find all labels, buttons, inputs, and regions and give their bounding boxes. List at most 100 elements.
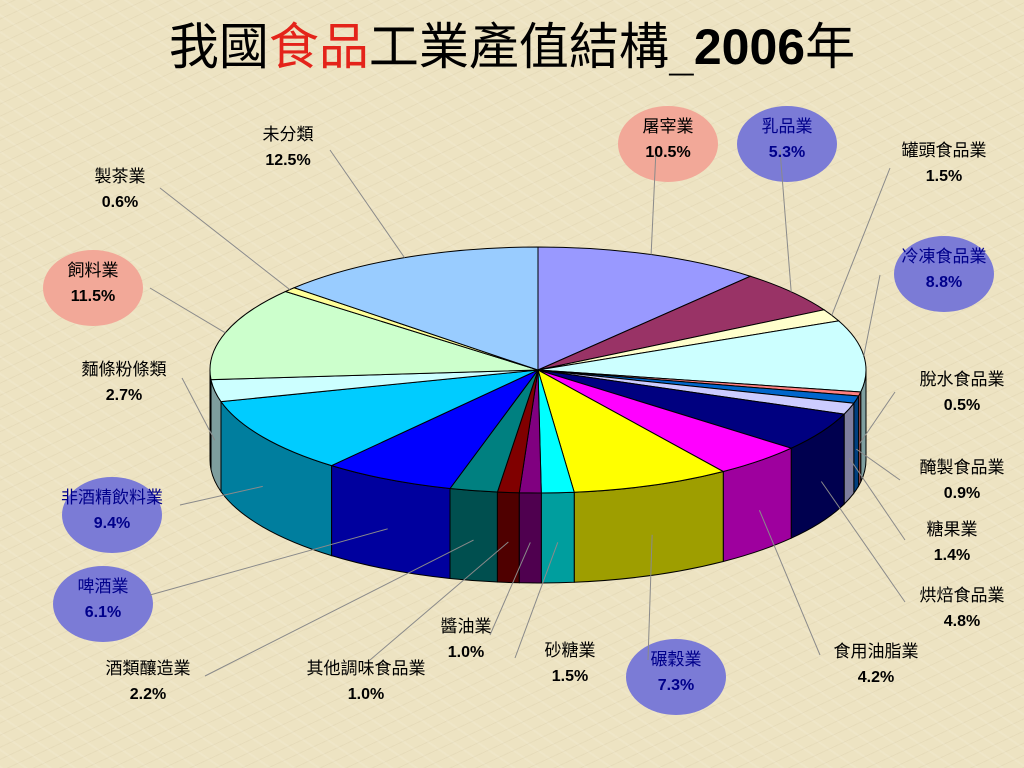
label-bubble-1 xyxy=(618,106,718,182)
slice-name-label: 未分類 xyxy=(263,125,314,145)
slice-label-4: 冷凍食品業 8.8% xyxy=(902,247,987,291)
pie-sides xyxy=(209,369,867,584)
slice-label-13: 其他調味食品業 1.0% xyxy=(307,659,426,703)
slice-label-3: 罐頭食品業 1.5% xyxy=(902,141,987,185)
leader-line-7 xyxy=(848,457,906,541)
slice-labels: 屠宰業 10.5% 乳品業 5.3% 罐頭食品業 1.5% 冷凍食品業 8.8% 脫水食品業 0.… xyxy=(61,117,1005,703)
leader-line-11 xyxy=(514,542,559,659)
slice-side-14 xyxy=(449,487,498,583)
leader-line-2 xyxy=(779,149,792,292)
leader-line-14 xyxy=(204,539,474,677)
slice-15 xyxy=(330,369,539,490)
slice-label-5: 脫水食品業 0.5% xyxy=(920,370,1005,414)
slice-name-label: 罐頭食品業 xyxy=(902,141,987,161)
label-bubble-4 xyxy=(894,236,994,312)
slice-name-label: 碾穀業 xyxy=(651,650,702,670)
slice-label-18: 飼料業 11.5% xyxy=(68,261,119,305)
slice-value-label: 5.3% xyxy=(769,144,805,161)
title-part2: 工業產值結構_ xyxy=(368,18,694,76)
slice-name-label: 乳品業 xyxy=(762,117,813,137)
title-highlight: 食品 xyxy=(268,18,369,76)
slice-side-12 xyxy=(518,492,542,584)
slice-value-label: 4.8% xyxy=(944,613,980,630)
slice-label-15: 啤酒業 6.1% xyxy=(78,577,129,621)
slice-side-13 xyxy=(496,491,520,584)
slice-value-label: 1.4% xyxy=(934,547,970,564)
label-bubbles xyxy=(43,106,994,715)
slice-value-label: 2.7% xyxy=(106,387,142,404)
slice-name-label: 啤酒業 xyxy=(78,577,129,597)
slice-name-label: 非酒精飲料業 xyxy=(61,488,163,508)
slice-4 xyxy=(537,320,867,393)
label-bubble-16 xyxy=(62,477,162,553)
leader-line-6 xyxy=(856,448,901,481)
slice-label-8: 烘焙食品業 4.8% xyxy=(920,586,1005,630)
slice-label-19: 製茶業 0.6% xyxy=(95,167,146,211)
slice-side-11 xyxy=(540,491,575,584)
slice-label-7: 糖果業 1.4% xyxy=(927,520,978,564)
leader-line-1 xyxy=(650,149,657,255)
slice-label-11: 砂糖業 1.5% xyxy=(545,641,596,685)
slice-name-label: 冷凍食品業 xyxy=(902,247,987,267)
slice-value-label: 1.5% xyxy=(926,168,962,185)
leader-line-12 xyxy=(489,542,531,636)
label-bubble-18 xyxy=(43,250,143,326)
slice-name-label: 屠宰業 xyxy=(643,117,694,137)
slice-name-label: 糖果業 xyxy=(927,520,978,540)
slice-name-label: 製茶業 xyxy=(95,167,146,187)
leader-line-16 xyxy=(179,485,263,506)
slice-value-label: 12.5% xyxy=(265,152,310,169)
slice-name-label: 醬油業 xyxy=(441,617,492,637)
leader-line-4 xyxy=(863,274,881,356)
slice-name-label: 醃製食品業 xyxy=(920,458,1005,478)
slice-name-label: 食用油脂業 xyxy=(834,642,919,662)
slice-label-6: 醃製食品業 0.9% xyxy=(920,458,1005,502)
leader-line-13 xyxy=(369,541,509,661)
slice-label-16: 非酒精飲料業 9.4% xyxy=(61,488,163,532)
slice-label-2: 乳品業 5.3% xyxy=(762,117,813,161)
slice-label-17: 麵條粉條類 2.7% xyxy=(82,360,167,404)
slice-name-label: 砂糖業 xyxy=(545,641,596,661)
slice-side-6 xyxy=(853,394,860,495)
slice-side-7 xyxy=(843,401,855,506)
leader-line-18 xyxy=(149,287,226,334)
slice-name-label: 烘焙食品業 xyxy=(920,586,1005,606)
slice-value-label: 1.0% xyxy=(348,686,384,703)
slice-20 xyxy=(292,246,539,371)
slice-value-label: 7.3% xyxy=(658,677,694,694)
leader-line-19 xyxy=(159,187,291,290)
leader-line-8 xyxy=(820,481,906,603)
leader-line-17 xyxy=(181,377,216,441)
slice-value-label: 9.4% xyxy=(94,515,130,532)
leader-line-20 xyxy=(329,149,405,258)
slice-name-label: 麵條粉條類 xyxy=(82,360,167,380)
slice-label-14: 酒類釀造業 2.2% xyxy=(106,658,191,703)
slice-value-label: 4.2% xyxy=(858,669,894,686)
slice-name-label: 脫水食品業 xyxy=(920,370,1005,390)
slice-18 xyxy=(209,290,539,381)
title-year: 2006 xyxy=(693,19,806,75)
slice-label-20: 未分類 12.5% xyxy=(263,125,314,169)
slice-label-9: 食用油脂業 4.2% xyxy=(834,642,919,686)
leader-line-10 xyxy=(647,534,653,661)
slice-value-label: 2.2% xyxy=(130,686,166,703)
label-bubble-10 xyxy=(626,639,726,715)
slice-value-label: 11.5% xyxy=(71,288,115,305)
slice-name-label: 飼料業 xyxy=(68,261,119,281)
slice-value-label: 10.5% xyxy=(645,144,690,161)
leader-lines xyxy=(149,149,906,677)
slice-10 xyxy=(537,368,725,493)
slice-value-label: 0.9% xyxy=(944,485,980,502)
slice-name-label: 其他調味食品業 xyxy=(307,659,426,679)
leader-line-5 xyxy=(859,391,896,444)
slice-value-label: 0.6% xyxy=(102,194,138,211)
pie-slices xyxy=(209,246,867,494)
slice-name-label: 酒類釀造業 xyxy=(106,658,191,679)
label-bubble-15 xyxy=(53,566,153,642)
slice-value-label: 6.1% xyxy=(85,604,121,621)
slice-value-label: 1.5% xyxy=(552,668,588,685)
slice-value-label: 8.8% xyxy=(926,274,962,291)
slice-value-label: 1.0% xyxy=(448,644,484,661)
leader-line-3 xyxy=(831,167,891,316)
